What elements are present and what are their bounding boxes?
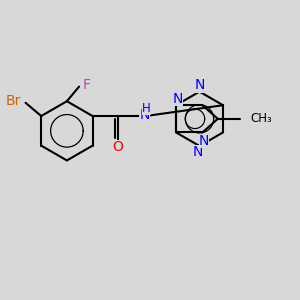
Text: N: N	[140, 108, 150, 122]
Text: N: N	[195, 78, 206, 92]
Text: CH₃: CH₃	[250, 112, 272, 125]
Text: Br: Br	[5, 94, 21, 108]
Text: F: F	[82, 78, 91, 92]
Text: O: O	[112, 140, 123, 154]
Text: H: H	[142, 102, 151, 115]
Text: N: N	[193, 145, 203, 159]
Text: N: N	[199, 134, 209, 148]
Text: N: N	[172, 92, 183, 106]
